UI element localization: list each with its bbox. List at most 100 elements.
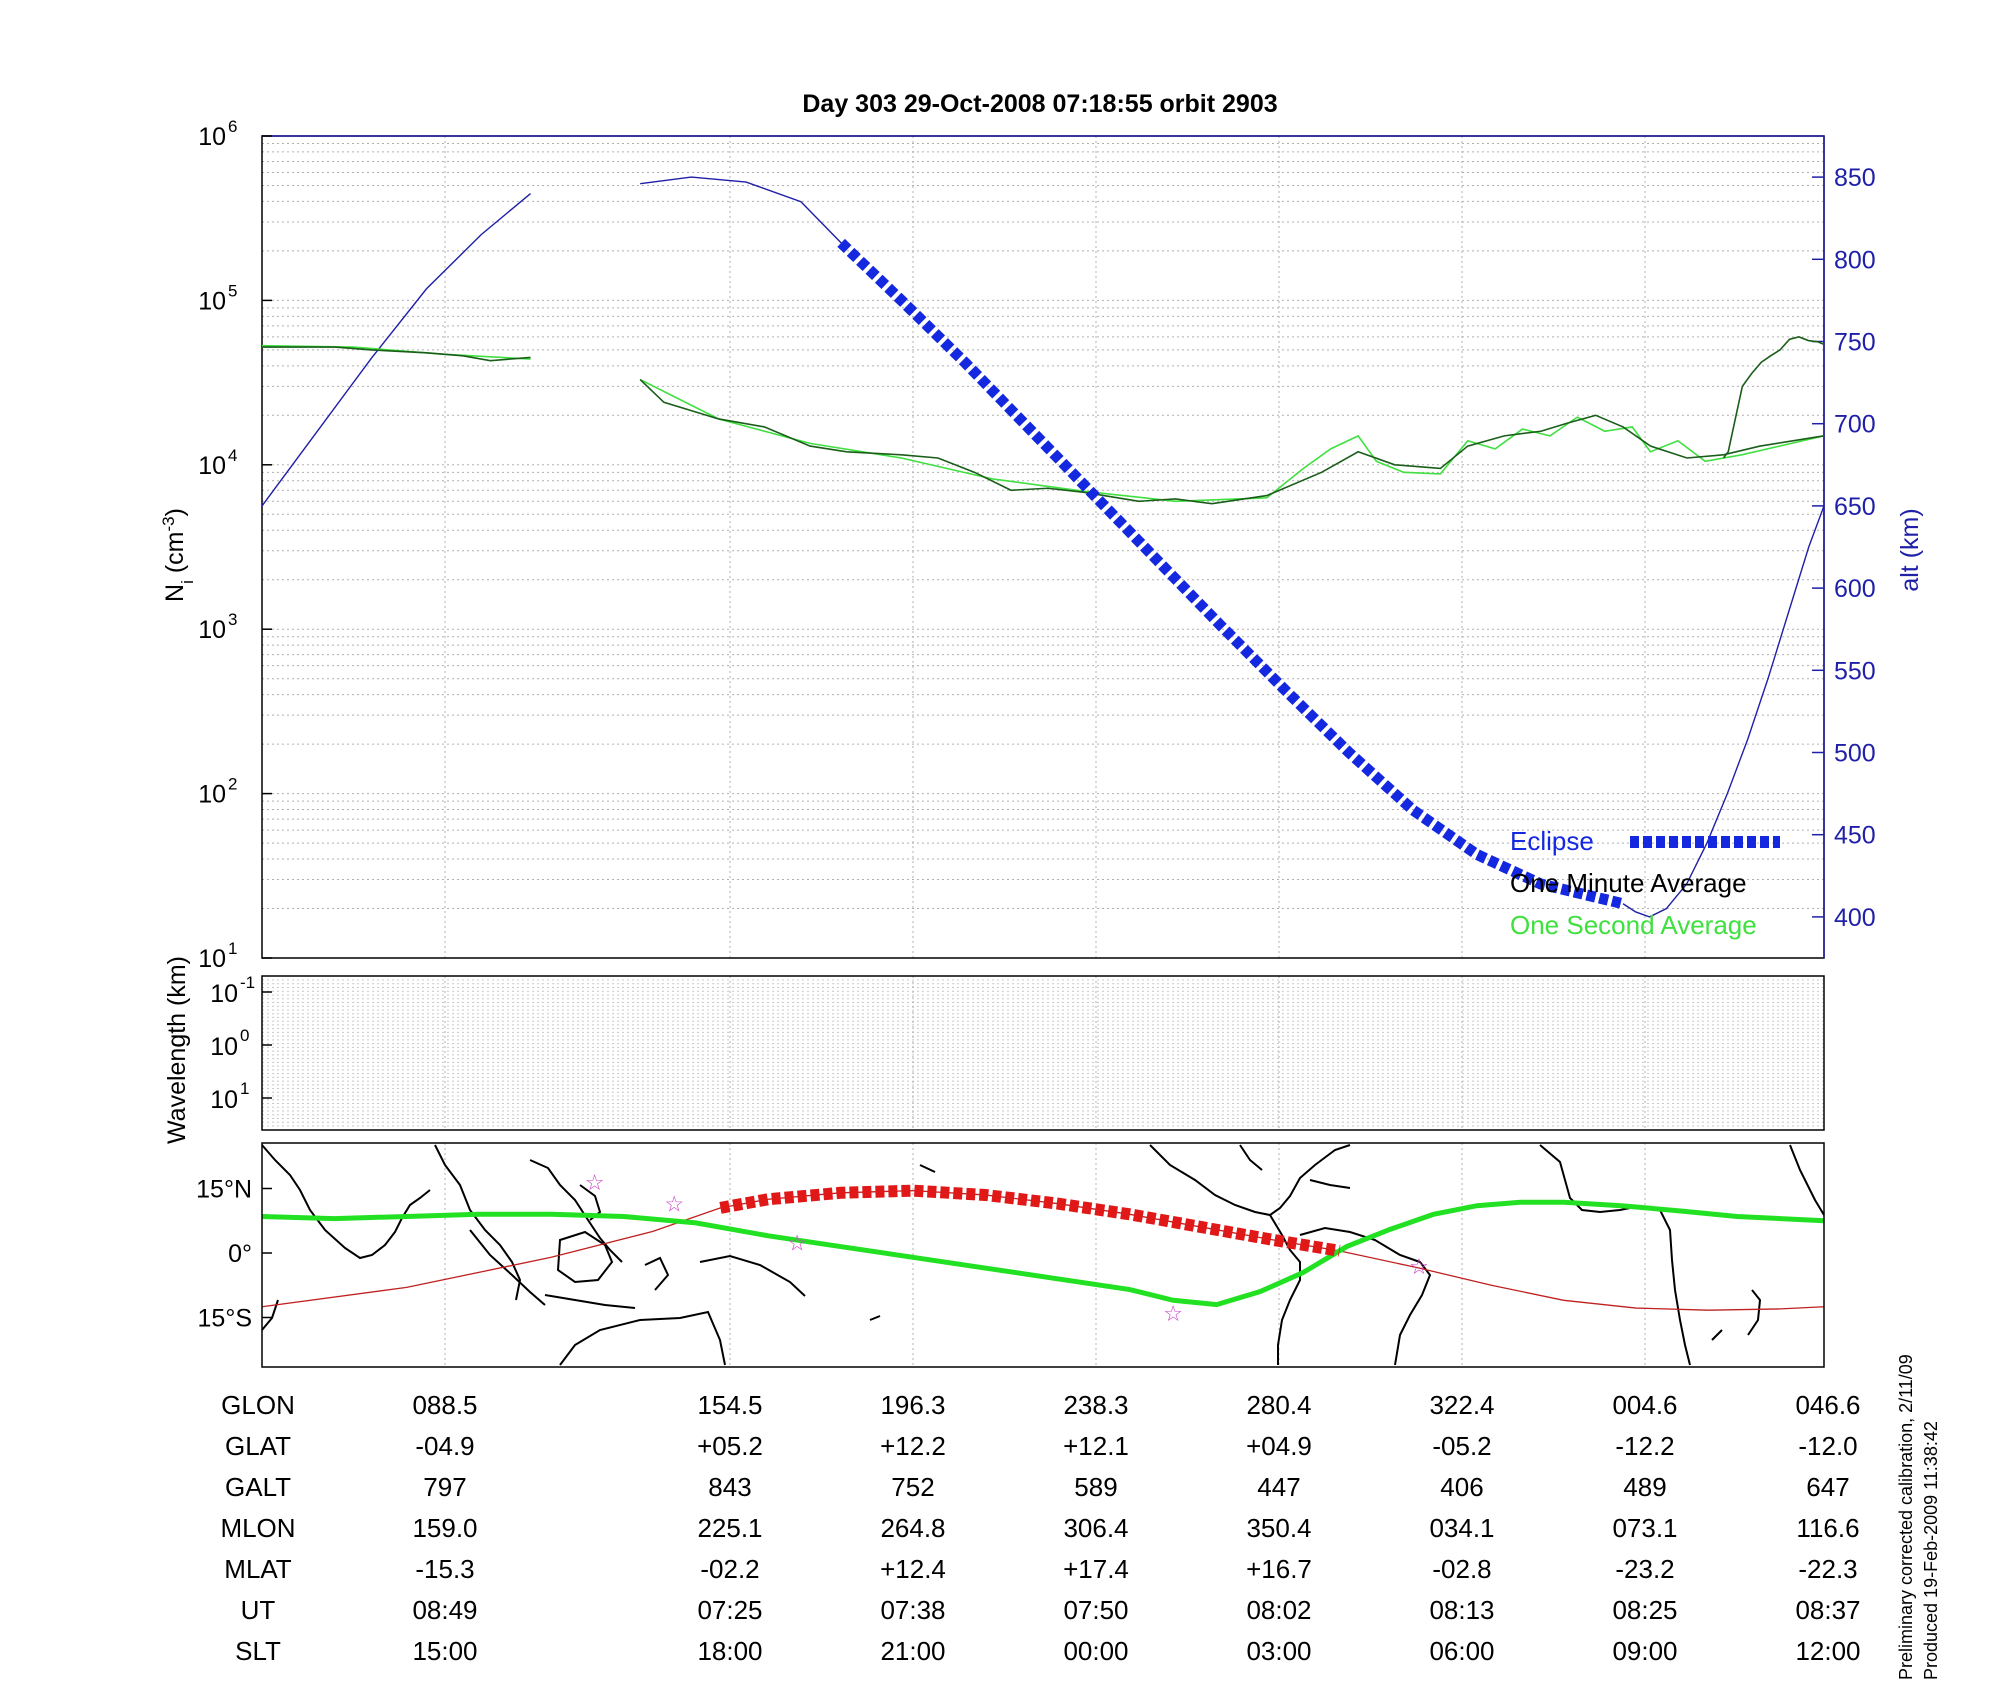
table-cell: +16.7 — [1246, 1554, 1312, 1584]
altitude-y-tick-label: 450 — [1834, 822, 1876, 850]
table-cell: +05.2 — [697, 1431, 763, 1461]
map-y-tick-label: 0° — [228, 1240, 252, 1268]
footer-calibration: Preliminary corrected calibration, 2/11/… — [1896, 1354, 1916, 1680]
table-cell: 09:00 — [1612, 1636, 1677, 1666]
coastline-africa-east — [1789, 1144, 1825, 1216]
coastline-cuba — [1309, 1179, 1351, 1189]
altitude-y-ticks: 850 800 750 700 650 600 550 500 450 400 — [1812, 164, 1876, 932]
wavelength-y-tick-exponent: 0 — [240, 1026, 249, 1045]
table-cell: -12.0 — [1798, 1431, 1857, 1461]
altitude-line-segment — [261, 193, 532, 507]
table-cell: 18:00 — [697, 1636, 762, 1666]
table-cell: 159.0 — [412, 1513, 477, 1543]
coastline-borneo — [556, 1230, 614, 1284]
density-y-tick-exponent: 3 — [228, 610, 237, 629]
table-cell: -22.3 — [1798, 1554, 1857, 1584]
table-cell: 004.6 — [1612, 1390, 1677, 1420]
density-y-axis-label: Ni (cm-3) — [159, 508, 197, 602]
wavelength-grid — [262, 976, 1824, 1130]
coastline-pacific-island-2 — [919, 1164, 936, 1173]
coastline-sumatra — [469, 1229, 546, 1306]
altitude-y-tick-label: 700 — [1834, 411, 1876, 439]
legend-second-label: One Second Average — [1510, 910, 1757, 940]
altitude-axis-label: alt (km) — [1896, 508, 1924, 591]
altitude-y-tick-label: 750 — [1834, 329, 1876, 357]
coastline-island-3 — [1711, 1329, 1723, 1341]
table-cell: -02.2 — [700, 1554, 759, 1584]
map-y-tick-label: 15°S — [198, 1305, 252, 1333]
table-row-label: UT — [241, 1595, 276, 1625]
map-star-marker: ☆ — [787, 1230, 807, 1255]
table-cell: 350.4 — [1246, 1513, 1311, 1543]
map-ground-track — [261, 1189, 1825, 1311]
table-cell: 843 — [708, 1472, 751, 1502]
density-y-tick-label: 10 — [198, 123, 226, 151]
table-cell: +12.2 — [880, 1431, 946, 1461]
wavelength-y-tick-label: 10 — [210, 1033, 238, 1061]
altitude-y-tick-label: 800 — [1834, 246, 1876, 274]
altitude-line-segment — [1622, 505, 1825, 918]
density-y-tick-label: 10 — [198, 616, 226, 644]
table-row-label: MLAT — [224, 1554, 292, 1584]
table-row-label: GLAT — [225, 1431, 291, 1461]
table-cell: 489 — [1623, 1472, 1666, 1502]
coastline-south-america-west — [1269, 1214, 1301, 1365]
table-cell: 116.6 — [1796, 1513, 1859, 1543]
density-second-segment — [639, 378, 1825, 503]
table-cell: 08:02 — [1246, 1595, 1311, 1625]
table-cell: 154.5 — [697, 1390, 762, 1420]
altitude-line-segment — [640, 176, 842, 244]
map-panel: ☆ ☆ ☆ ☆ ☆ 15°N 0° 15°S — [196, 1142, 1825, 1368]
table-cell: 406 — [1440, 1472, 1483, 1502]
table-cell: 07:38 — [880, 1595, 945, 1625]
map-star-marker: ☆ — [1163, 1301, 1183, 1326]
table-cell: 752 — [891, 1472, 934, 1502]
coastline-madagascar — [1747, 1289, 1762, 1336]
table-cell: 447 — [1257, 1472, 1300, 1502]
density-y-tick-label: 10 — [198, 945, 226, 973]
coastline-indochina — [434, 1144, 522, 1301]
coastline-new-guinea — [699, 1254, 806, 1297]
wavelength-y-tick-label: 10 — [210, 980, 238, 1008]
coastline-baja — [1239, 1144, 1263, 1171]
table-cell: 21:00 — [880, 1636, 945, 1666]
table-cell: 264.8 — [880, 1513, 945, 1543]
table-cell: -23.2 — [1615, 1554, 1674, 1584]
table-cell: 08:13 — [1429, 1595, 1494, 1625]
table-cell: 00:00 — [1063, 1636, 1128, 1666]
map-y-tick-label: 15°N — [196, 1176, 252, 1204]
coastline-china-coast — [529, 1159, 623, 1263]
wavelength-y-tick-label: 10 — [210, 1086, 238, 1114]
map-magnetic-equator — [261, 1199, 1825, 1308]
legend-minute-label: One Minute Average — [1510, 868, 1747, 898]
altitude-y-tick-label: 600 — [1834, 575, 1876, 603]
altitude-y-tick-label: 550 — [1834, 657, 1876, 685]
table-cell: -04.9 — [415, 1431, 474, 1461]
density-y-tick-exponent: 2 — [228, 775, 237, 794]
table-cell: 225.1 — [697, 1513, 762, 1543]
map-eclipse-track — [719, 1184, 1341, 1257]
table-cell: 03:00 — [1246, 1636, 1311, 1666]
chart-title: Day 303 29-Oct-2008 07:18:55 orbit 2903 — [802, 90, 1277, 118]
table-cell: 238.3 — [1063, 1390, 1128, 1420]
table-cell: +12.1 — [1063, 1431, 1129, 1461]
footer-produced: Produced 19-Feb-2009 11:38:42 — [1921, 1421, 1941, 1680]
table-cell: 088.5 — [412, 1390, 477, 1420]
coastline-java — [544, 1294, 636, 1309]
map-star-marker: ☆ — [585, 1170, 605, 1195]
map-grid — [444, 1143, 1646, 1367]
table-cell: -02.8 — [1432, 1554, 1491, 1584]
map-star-marker: ☆ — [1409, 1254, 1429, 1279]
table-cell: 12:00 — [1795, 1636, 1860, 1666]
map-star-marker: ☆ — [664, 1192, 684, 1217]
table-cell: 073.1 — [1612, 1513, 1677, 1543]
table-cell: -15.3 — [415, 1554, 474, 1584]
coastline-sulawesi — [644, 1256, 670, 1291]
table-cell: 589 — [1074, 1472, 1117, 1502]
wavelength-y-axis-label: Wavelength (km) — [163, 956, 191, 1144]
table-cell: +17.4 — [1063, 1554, 1129, 1584]
table-cell: 280.4 — [1246, 1390, 1311, 1420]
